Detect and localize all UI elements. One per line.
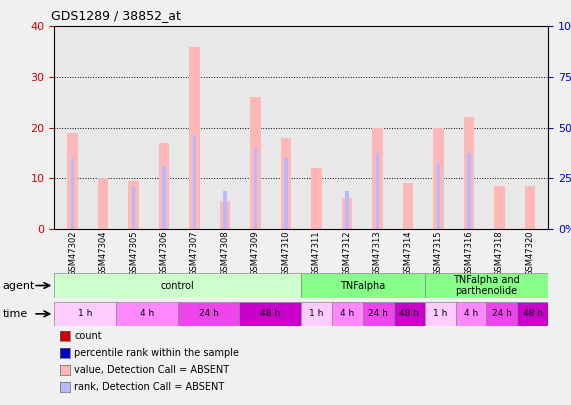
- Bar: [311, 168, 322, 229]
- Bar: [456, 302, 486, 326]
- Text: 1 h: 1 h: [433, 309, 447, 318]
- Bar: [363, 302, 394, 326]
- Bar: [239, 302, 301, 326]
- Text: control: control: [161, 281, 195, 290]
- Bar: [250, 97, 261, 229]
- Bar: [332, 302, 363, 326]
- Bar: [192, 135, 196, 229]
- Text: TNFalpha and
parthenolide: TNFalpha and parthenolide: [453, 275, 520, 296]
- Text: 24 h: 24 h: [492, 309, 512, 318]
- Text: TNFalpha: TNFalpha: [340, 281, 385, 290]
- Text: 48 h: 48 h: [399, 309, 419, 318]
- Text: time: time: [3, 309, 28, 319]
- Text: 24 h: 24 h: [199, 309, 219, 318]
- Bar: [178, 302, 239, 326]
- Text: rank, Detection Call = ABSENT: rank, Detection Call = ABSENT: [74, 382, 224, 392]
- Bar: [159, 143, 170, 229]
- Bar: [403, 183, 413, 229]
- Text: percentile rank within the sample: percentile rank within the sample: [74, 348, 239, 358]
- Bar: [433, 128, 444, 229]
- Bar: [189, 47, 200, 229]
- Bar: [425, 302, 456, 326]
- Bar: [301, 302, 332, 326]
- Bar: [467, 153, 471, 229]
- Text: 4 h: 4 h: [464, 309, 478, 318]
- Text: value, Detection Call = ABSENT: value, Detection Call = ABSENT: [74, 365, 230, 375]
- Text: 1 h: 1 h: [309, 309, 324, 318]
- Bar: [494, 186, 505, 229]
- Bar: [301, 273, 425, 298]
- Bar: [67, 133, 78, 229]
- Text: 1 h: 1 h: [78, 309, 93, 318]
- Bar: [486, 302, 517, 326]
- Text: 4 h: 4 h: [340, 309, 355, 318]
- Bar: [54, 302, 116, 326]
- Bar: [525, 186, 535, 229]
- Text: 24 h: 24 h: [368, 309, 388, 318]
- Bar: [98, 178, 108, 229]
- Bar: [284, 158, 288, 229]
- Bar: [162, 166, 166, 229]
- Text: count: count: [74, 331, 102, 341]
- Text: GDS1289 / 38852_at: GDS1289 / 38852_at: [51, 9, 181, 22]
- Bar: [341, 198, 352, 229]
- Text: 48 h: 48 h: [522, 309, 542, 318]
- Bar: [376, 153, 379, 229]
- Bar: [128, 181, 139, 229]
- Bar: [517, 302, 548, 326]
- Bar: [437, 163, 440, 229]
- Bar: [372, 128, 383, 229]
- Bar: [132, 186, 135, 229]
- Bar: [280, 138, 291, 229]
- Text: agent: agent: [3, 281, 35, 290]
- Bar: [394, 302, 425, 326]
- Bar: [71, 158, 74, 229]
- Bar: [223, 191, 227, 229]
- Bar: [54, 273, 301, 298]
- Bar: [220, 201, 230, 229]
- Text: 4 h: 4 h: [140, 309, 154, 318]
- Bar: [464, 117, 475, 229]
- Bar: [345, 191, 349, 229]
- Bar: [116, 302, 178, 326]
- Bar: [425, 273, 548, 298]
- Bar: [254, 148, 258, 229]
- Text: 48 h: 48 h: [260, 309, 280, 318]
